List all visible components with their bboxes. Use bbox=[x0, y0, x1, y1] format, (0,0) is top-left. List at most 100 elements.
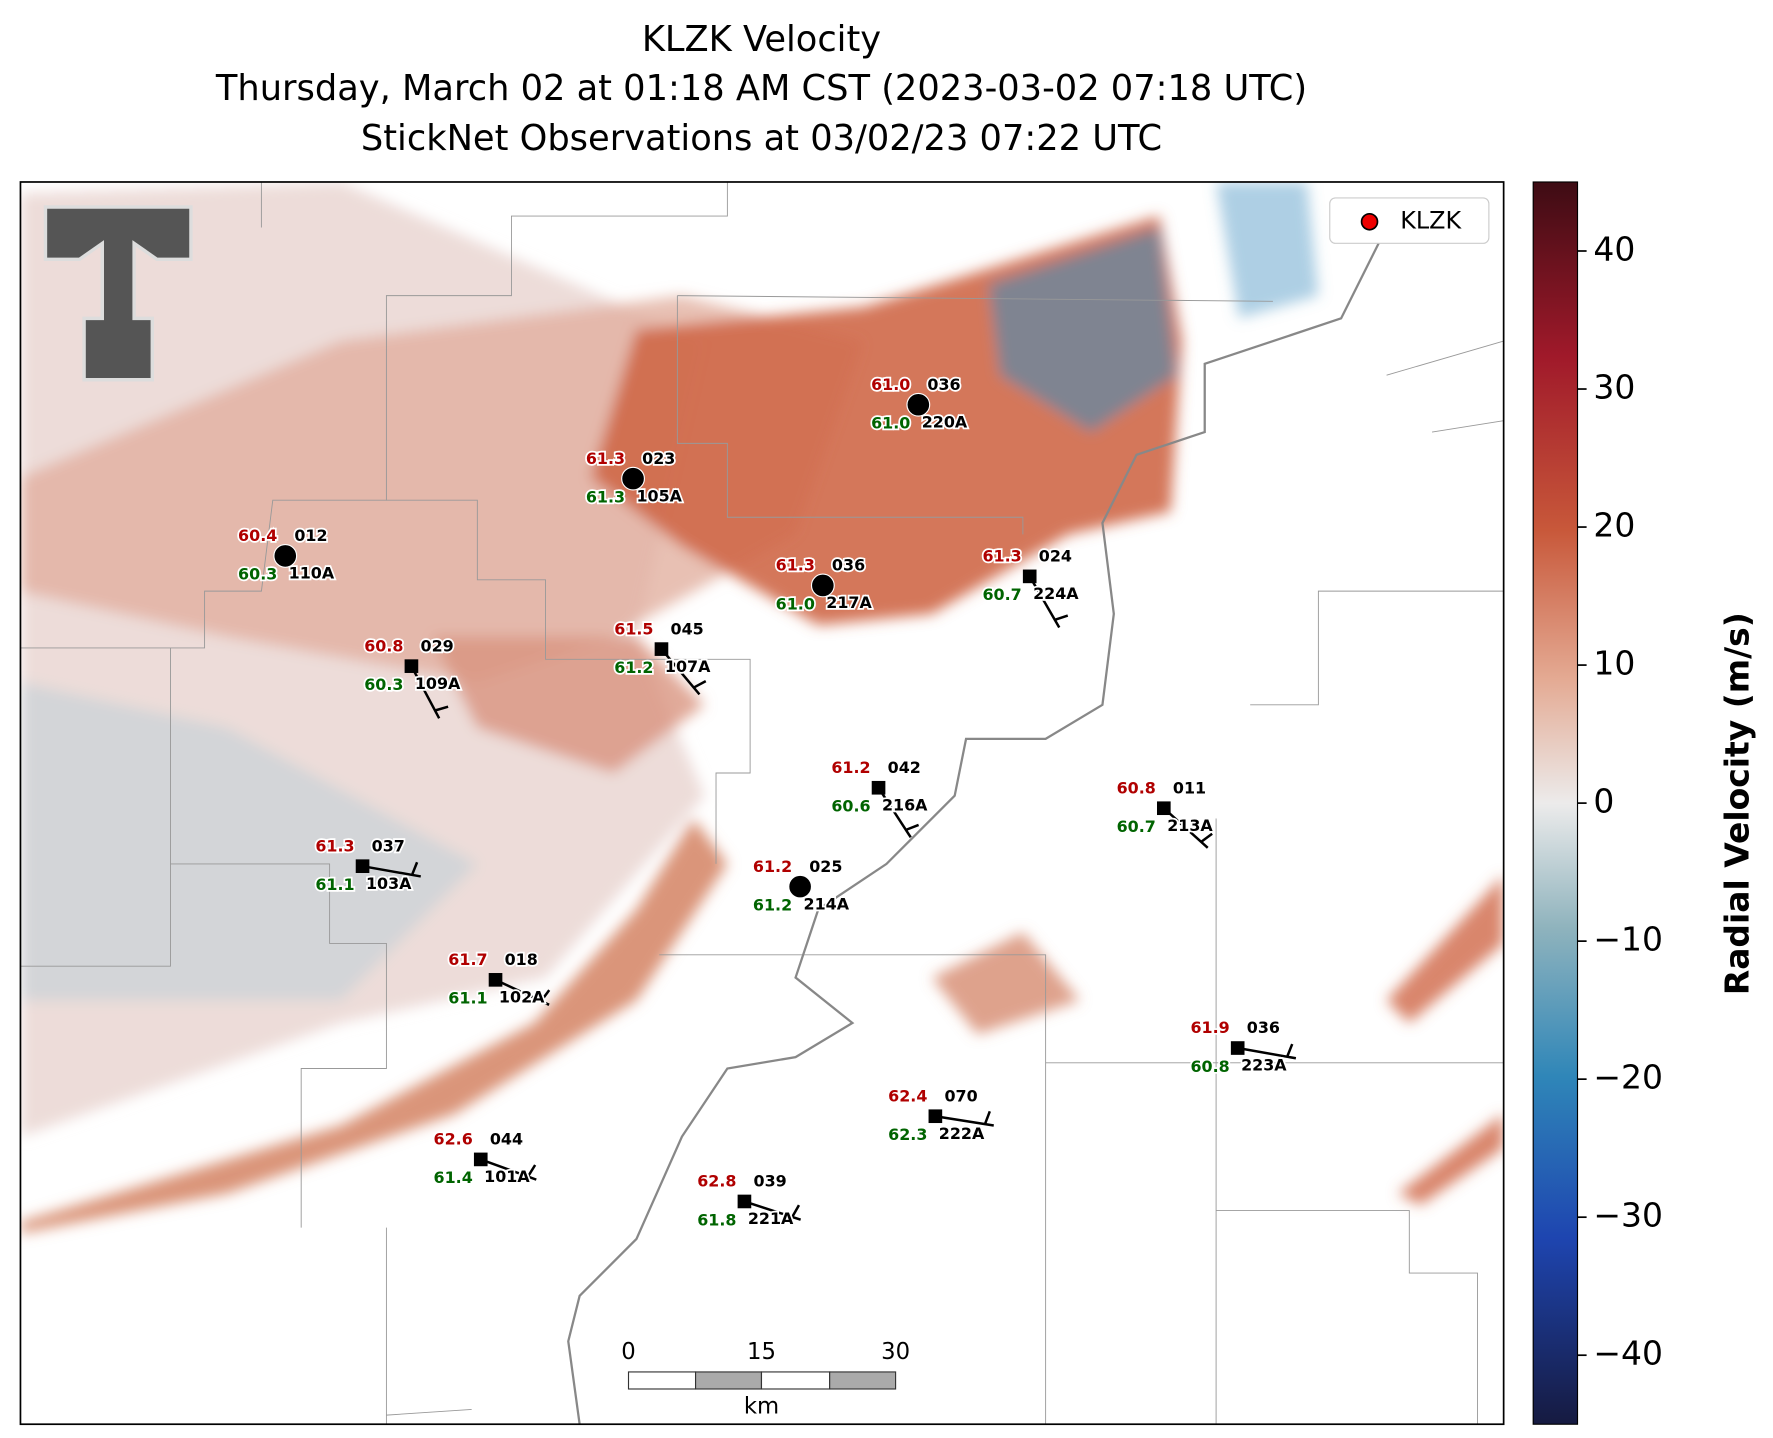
scale-label: 30 bbox=[881, 1339, 910, 1365]
stations: 60.4 012 60.3 110A 61.3 023 61.3 105A 61.0 036 61.… bbox=[236, 373, 1297, 1231]
temperature: 61.0 bbox=[871, 375, 910, 394]
station-code: 045 bbox=[671, 619, 704, 638]
station-id: 213A bbox=[1167, 816, 1213, 835]
dewpoint: 61.0 bbox=[871, 414, 910, 433]
wind-barb bbox=[495, 978, 550, 1006]
dewpoint: 61.8 bbox=[697, 1210, 736, 1229]
map: 60.4 012 60.3 110A 61.3 023 61.3 105A 61.0 036 61.… bbox=[20, 181, 1504, 1425]
temperature: 62.8 bbox=[697, 1172, 736, 1191]
station-marker bbox=[871, 780, 886, 795]
station-code: 044 bbox=[490, 1130, 523, 1149]
colorbar-tick-label: −10 bbox=[1593, 920, 1663, 959]
wind-barb bbox=[362, 864, 421, 878]
dewpoint: 60.6 bbox=[831, 797, 870, 816]
wind-barb bbox=[1162, 807, 1209, 849]
wind-barb bbox=[480, 1158, 537, 1181]
station-id: 109A bbox=[415, 674, 461, 693]
wind-barb bbox=[1237, 1046, 1297, 1060]
station-code: 029 bbox=[421, 636, 454, 655]
title: KLZK Velocity bbox=[642, 19, 881, 60]
station-marker bbox=[906, 392, 931, 417]
dewpoint: 60.8 bbox=[1190, 1057, 1229, 1076]
colorbar-tick-label: 30 bbox=[1593, 368, 1635, 407]
station-id: 220A bbox=[922, 412, 968, 431]
station-code: 036 bbox=[1247, 1018, 1280, 1037]
dewpoint: 61.1 bbox=[448, 989, 487, 1008]
colorbar-tick-label: 20 bbox=[1593, 506, 1635, 545]
dewpoint: 60.7 bbox=[982, 585, 1021, 604]
station-code: 070 bbox=[944, 1086, 977, 1105]
station-id: 224A bbox=[1033, 584, 1079, 603]
station-id: 223A bbox=[1241, 1056, 1287, 1075]
station-id: 222A bbox=[939, 1124, 985, 1143]
station-marker bbox=[1230, 1041, 1245, 1055]
colorbar-tick-label: 10 bbox=[1593, 644, 1635, 683]
wind-barb-flag bbox=[1200, 832, 1213, 843]
scale-label: 0 bbox=[621, 1339, 635, 1365]
scale-unit: km bbox=[744, 1394, 779, 1420]
station-marker bbox=[928, 1109, 943, 1124]
temperature: 60.4 bbox=[238, 526, 277, 545]
station-code: 011 bbox=[1173, 778, 1206, 797]
dewpoint: 61.2 bbox=[614, 658, 653, 677]
station-code: 036 bbox=[832, 556, 865, 575]
temperature: 61.2 bbox=[753, 857, 792, 876]
station-code: 024 bbox=[1039, 547, 1072, 566]
temperature: 61.3 bbox=[586, 449, 625, 468]
station-marker bbox=[404, 659, 419, 673]
scale-label: 15 bbox=[747, 1339, 776, 1365]
dewpoint: 61.1 bbox=[315, 875, 354, 894]
subtitle-observations: StickNet Observations at 03/02/23 07:22 … bbox=[361, 118, 1162, 159]
station-code: 012 bbox=[294, 526, 327, 545]
wind-barb bbox=[1028, 575, 1061, 629]
temperature: 61.3 bbox=[776, 556, 815, 575]
scale-bar: 0 15 30 km bbox=[621, 1339, 910, 1420]
wind-barb bbox=[660, 648, 701, 696]
colorbar: −40 −30 −20 −10 0 10 20 30 40 bbox=[1532, 181, 1663, 1425]
wind-barb-flag bbox=[1054, 614, 1069, 622]
station-code: 023 bbox=[642, 449, 675, 468]
station-id: 103A bbox=[366, 874, 412, 893]
station-marker bbox=[654, 642, 669, 656]
wind-barb bbox=[410, 665, 441, 719]
legend-marker bbox=[1360, 212, 1379, 231]
temperature: 61.3 bbox=[315, 836, 354, 855]
dewpoint: 60.3 bbox=[238, 565, 277, 584]
station-id: 101A bbox=[484, 1167, 530, 1186]
wind-barb-flag bbox=[791, 1204, 801, 1218]
wind-barb-flag bbox=[410, 861, 419, 876]
station-marker bbox=[621, 466, 645, 491]
station-marker bbox=[810, 573, 835, 598]
dewpoint: 60.3 bbox=[364, 675, 403, 694]
temperature: 61.3 bbox=[982, 547, 1021, 566]
colorbar-label: Radial Velocity (m/s) bbox=[1717, 612, 1756, 995]
temperature: 62.6 bbox=[434, 1130, 473, 1149]
dewpoint: 61.0 bbox=[776, 594, 815, 613]
dewpoint: 62.3 bbox=[888, 1125, 927, 1144]
station-code: 018 bbox=[505, 950, 538, 969]
subtitle: Thursday, March 02 at 01:18 AM CST (2023… bbox=[215, 68, 1307, 109]
county-lines bbox=[20, 181, 1504, 1425]
station-marker bbox=[355, 859, 370, 874]
wind-barb bbox=[744, 1200, 802, 1221]
station-id: 102A bbox=[499, 988, 545, 1007]
station-code: 039 bbox=[754, 1172, 787, 1191]
station-id: 110A bbox=[289, 564, 335, 583]
wind-barb-flag bbox=[434, 705, 449, 712]
wind-barb-flag bbox=[693, 680, 707, 689]
station-id: 217A bbox=[826, 593, 872, 612]
station-marker bbox=[473, 1152, 488, 1167]
station-code: 025 bbox=[809, 857, 842, 876]
colorbar-scale bbox=[1532, 181, 1579, 1425]
colorbar-tick-label: −40 bbox=[1593, 1334, 1663, 1373]
temperature: 61.5 bbox=[614, 619, 653, 638]
dewpoint: 60.7 bbox=[1117, 817, 1156, 836]
station-id: 107A bbox=[665, 657, 711, 676]
station-id: 105A bbox=[636, 486, 682, 505]
station-marker bbox=[788, 874, 813, 899]
station-id: 221A bbox=[748, 1209, 794, 1228]
station-code: 037 bbox=[372, 836, 405, 855]
wind-barb bbox=[877, 787, 912, 839]
station-code: 042 bbox=[888, 758, 921, 777]
